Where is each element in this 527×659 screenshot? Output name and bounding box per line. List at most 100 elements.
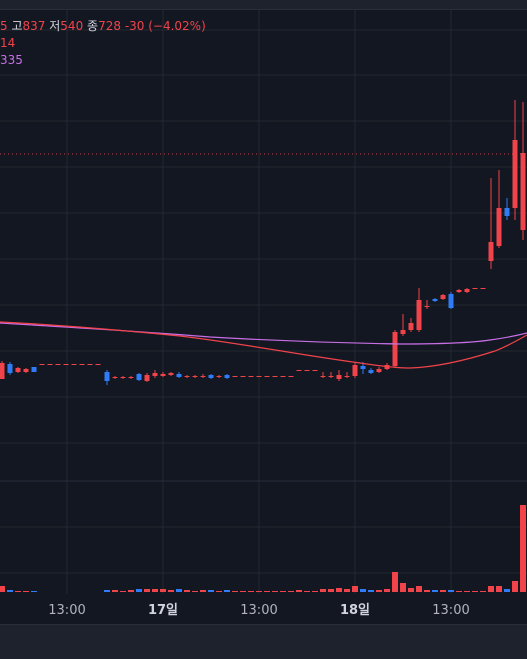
candle-body-27 (216, 376, 222, 377)
volume-bar-21 (232, 591, 238, 592)
candle-body-26 (208, 375, 214, 378)
candle-body-44 (352, 365, 358, 376)
time-label-1300-b: 13:00 (240, 603, 277, 618)
ma-fast-legend: 14 (0, 36, 16, 50)
volume-bar-38 (368, 590, 374, 592)
candle-body-16 (128, 377, 134, 378)
candle-body-24 (192, 376, 198, 377)
volume-bar-16 (192, 591, 198, 592)
volume-bar-9 (136, 589, 142, 592)
volume-series (0, 505, 526, 592)
volume-bar-11 (152, 589, 158, 592)
volume-bar-12 (160, 589, 166, 592)
volume-bar-7 (120, 591, 126, 592)
volume-bar-57 (520, 505, 526, 592)
volume-bar-6 (112, 590, 118, 592)
volume-bar-51 (472, 591, 478, 592)
candle-body-12 (95, 364, 101, 365)
volume-bar-19 (216, 591, 222, 592)
candle-body-50 (400, 330, 406, 334)
candle-body-1 (7, 364, 13, 373)
candle-body-14 (112, 377, 118, 378)
volume-bar-35 (344, 589, 350, 592)
candle-body-25 (200, 376, 206, 377)
chart-legend: 5 고837 저540 종728 -30 (−4.02%) 14 335 (0, 18, 206, 69)
candle-body-28 (224, 375, 230, 378)
candle-body-59 (472, 288, 478, 289)
top-toolbar (0, 0, 527, 10)
candle-body-58 (464, 289, 470, 292)
volume-bar-10 (144, 589, 150, 592)
candle-body-13 (104, 372, 110, 381)
candle-body-15 (120, 377, 126, 378)
volume-bar-3 (23, 591, 29, 592)
candle-body-4 (31, 367, 37, 372)
volume-bar-33 (328, 589, 334, 592)
volume-bar-23 (248, 591, 254, 592)
volume-bar-1 (7, 590, 13, 592)
volume-bar-37 (360, 589, 366, 592)
volume-bar-25 (264, 591, 270, 592)
volume-bar-48 (448, 590, 454, 592)
candle-body-61 (488, 242, 494, 261)
candle-body-57 (456, 290, 462, 292)
candle-body-42 (336, 375, 342, 379)
low-label: 저 (49, 19, 61, 33)
candle-body-56 (448, 294, 454, 308)
candle-body-21 (168, 373, 174, 375)
time-axis: 13:00 17일 13:00 18일 13:00 (48, 603, 469, 618)
volume-bar-49 (456, 591, 462, 592)
candle-body-55 (440, 295, 446, 299)
price-chart[interactable]: 13:00 17일 13:00 18일 13:00 (0, 10, 527, 624)
volume-bar-22 (240, 591, 246, 592)
volume-bar-55 (504, 589, 510, 592)
volume-bar-34 (336, 588, 342, 592)
bottom-toolbar (0, 624, 527, 659)
candle-body-41 (328, 376, 334, 377)
volume-bar-2 (15, 591, 21, 592)
candle-body-35 (280, 376, 286, 377)
volume-bar-40 (384, 589, 390, 592)
candle-body-29 (232, 376, 238, 377)
candle-body-32 (256, 376, 262, 377)
candlestick-series (0, 100, 526, 385)
candle-body-64 (512, 140, 518, 208)
candle-body-38 (304, 370, 310, 371)
candle-body-7 (55, 364, 61, 365)
volume-bar-45 (424, 590, 430, 592)
volume-bar-5 (104, 590, 110, 592)
volume-bar-14 (176, 589, 182, 592)
candle-body-3 (23, 369, 29, 372)
volume-bar-0 (0, 586, 5, 592)
candle-body-60 (480, 288, 486, 289)
volume-bar-47 (440, 590, 446, 592)
candle-body-30 (240, 376, 246, 377)
open-value: 5 (0, 19, 8, 33)
candle-body-34 (272, 376, 278, 377)
candle-body-20 (160, 374, 166, 376)
moving-average-slow-line (0, 322, 527, 345)
candle-body-10 (79, 364, 85, 365)
candle-body-0 (0, 363, 5, 379)
candle-body-22 (176, 374, 182, 377)
candle-body-2 (15, 368, 21, 372)
volume-bar-29 (296, 590, 302, 592)
candle-body-9 (71, 364, 77, 365)
candle-body-19 (152, 373, 158, 376)
change-value: -30 (−4.02%) (124, 19, 206, 33)
volume-bar-28 (288, 591, 294, 592)
high-label: 고 (11, 19, 23, 33)
time-label-1300-a: 13:00 (48, 603, 85, 618)
high-value: 837 (22, 19, 46, 33)
volume-bar-39 (376, 590, 382, 592)
volume-bar-17 (200, 590, 206, 592)
date-label-17: 17일 (148, 603, 178, 618)
volume-bar-24 (256, 591, 262, 592)
volume-bar-8 (128, 590, 134, 592)
candle-body-51 (408, 323, 414, 330)
candle-body-65 (520, 153, 526, 230)
low-value: 540 (60, 19, 84, 33)
volume-bar-43 (408, 588, 414, 592)
ma-slow-legend: 335 (0, 53, 23, 67)
volume-bar-32 (320, 589, 326, 592)
